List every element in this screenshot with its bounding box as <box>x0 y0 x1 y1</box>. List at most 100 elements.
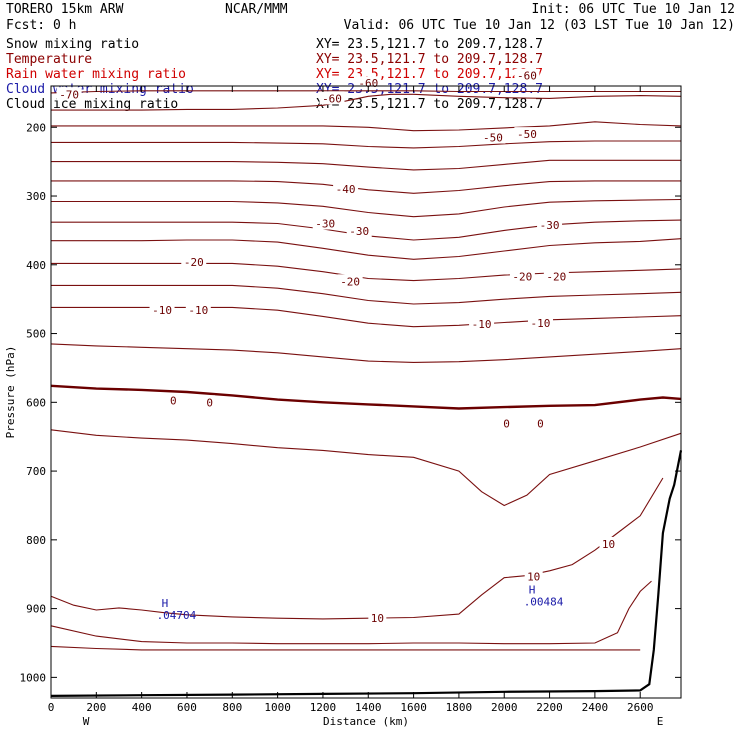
contour-label-bg <box>534 416 546 430</box>
contour-label-bg <box>312 216 338 230</box>
contour-label: -60 <box>517 70 537 83</box>
contour-label: 10 <box>527 570 540 583</box>
contour-label-bg <box>599 536 618 550</box>
y-tick-label: 700 <box>26 465 46 478</box>
contour-label-bg <box>181 255 207 269</box>
contour-label: -60 <box>322 92 342 105</box>
contour-label: -50 <box>483 132 503 145</box>
valid-time: Valid: 06 UTC Tue 10 Jan 12 (03 LST Tue … <box>344 18 735 33</box>
contour-line <box>51 159 681 171</box>
contour-label: 0 <box>503 418 510 431</box>
contour-line <box>50 645 641 651</box>
field-xy: XY= 23.5,121.7 to 209.7,128.7 <box>316 97 543 112</box>
field-name: Temperature <box>6 52 92 67</box>
contour-line <box>51 238 682 260</box>
contour-line <box>50 477 664 620</box>
west-label: W <box>83 715 90 728</box>
contour-line <box>50 580 652 645</box>
contour-label-bg <box>333 182 359 196</box>
contour-label-bg <box>204 395 216 409</box>
contour-label: -30 <box>315 218 335 231</box>
terrain-line <box>50 450 683 697</box>
contour-label: -20 <box>546 270 566 283</box>
contour-label: -30 <box>540 219 560 232</box>
contour-line <box>51 180 681 194</box>
contour-line <box>51 262 682 282</box>
contour-label-bg <box>514 127 540 141</box>
contour-label: 0 <box>170 394 177 407</box>
field-xy: XY= 23.5,121.7 to 209.7,128.7 <box>316 67 543 82</box>
contour-line <box>51 140 681 149</box>
contour-label: 0 <box>206 396 213 409</box>
x-tick-label: 2000 <box>491 701 518 714</box>
contour-line <box>51 121 682 132</box>
max-symbol: H <box>162 597 169 610</box>
contour-label: 0 <box>537 418 544 431</box>
contour-label: -10 <box>152 304 172 317</box>
contour-label-bg <box>346 224 372 238</box>
contour-label-bg <box>319 91 345 105</box>
contour-line <box>50 343 682 363</box>
x-axis: 0 200 400 600 800 1000 1200 1400 1600 1800 2000 220… <box>48 86 654 714</box>
x-tick-label: 1800 <box>446 701 473 714</box>
y-tick-label: 600 <box>26 396 46 409</box>
contour-label-bg <box>469 316 495 330</box>
y-tick-label: 900 <box>26 603 46 616</box>
x-tick-label: 1400 <box>355 701 382 714</box>
x-tick-label: 800 <box>222 701 242 714</box>
max-symbol: H <box>529 583 536 596</box>
y-tick-label: 1000 <box>20 671 47 684</box>
contour-labels: -70 -60 -60 -60 -50 -50 -40 -30 -30 -30 -20 -20 -20 -… <box>56 68 618 625</box>
x-tick-label: 2600 <box>627 701 654 714</box>
east-label: E <box>657 715 664 728</box>
contour-label-bg <box>527 316 553 330</box>
field-name: Snow mixing ratio <box>6 37 139 52</box>
y-tick-label: 300 <box>26 190 46 203</box>
x-tick-label: 2400 <box>582 701 609 714</box>
field-name: Cloud water mixing ratio <box>6 82 194 97</box>
contour-label-bg <box>368 611 387 625</box>
x-tick-label: 400 <box>132 701 152 714</box>
x-tick-label: 600 <box>177 701 197 714</box>
x-tick-label: 200 <box>86 701 106 714</box>
field-list: Snow mixing ratio XY= 23.5,121.7 to 209.7… <box>6 37 543 112</box>
contour-label: -60 <box>358 77 378 90</box>
y-tick-label: 500 <box>26 328 46 341</box>
contour-label-bg <box>501 416 513 430</box>
terrain-outline <box>50 450 683 697</box>
field-xy: XY= 23.5,121.7 to 209.7,128.7 <box>316 52 543 67</box>
contour-label-bg <box>185 303 211 317</box>
forecast-hour: Fcst: 0 h <box>6 18 76 33</box>
y-axis-label: Pressure (hPa) <box>4 346 17 439</box>
contour-label-bg <box>514 68 540 82</box>
contour-label: -50 <box>517 128 537 141</box>
contour-line <box>51 93 682 111</box>
max-value: .00484 <box>524 595 564 608</box>
x-tick-label: 0 <box>48 701 55 714</box>
contour-label: -20 <box>184 256 204 269</box>
contour-line <box>51 306 682 328</box>
model-title: TORERO 15km ARW <box>6 2 124 17</box>
contour-label-bg <box>537 217 563 231</box>
contour-label: -10 <box>188 304 208 317</box>
contour-label: -20 <box>340 275 360 288</box>
contour-label-bg <box>149 303 175 317</box>
contour-label-bg <box>524 569 543 583</box>
contour-label-bg <box>509 269 535 283</box>
contour-line <box>50 384 682 410</box>
contour-label-bg <box>56 87 82 101</box>
x-tick-label: 1000 <box>264 701 291 714</box>
field-name: Rain water mixing ratio <box>6 67 186 82</box>
contour-label-bg <box>167 393 179 407</box>
field-xy: XY= 23.5,121.7 to 209.7,128.7 <box>316 37 543 52</box>
field-name: Cloud ice mixing ratio <box>6 97 178 112</box>
contour-label: -40 <box>336 183 356 196</box>
contour-line <box>51 284 682 305</box>
y-tick-label: 400 <box>26 259 46 272</box>
temperature-contours <box>50 90 682 651</box>
contour-label: -70 <box>59 88 79 101</box>
x-axis-label: Distance (km) <box>323 715 409 728</box>
contour-label-bg <box>543 269 569 283</box>
